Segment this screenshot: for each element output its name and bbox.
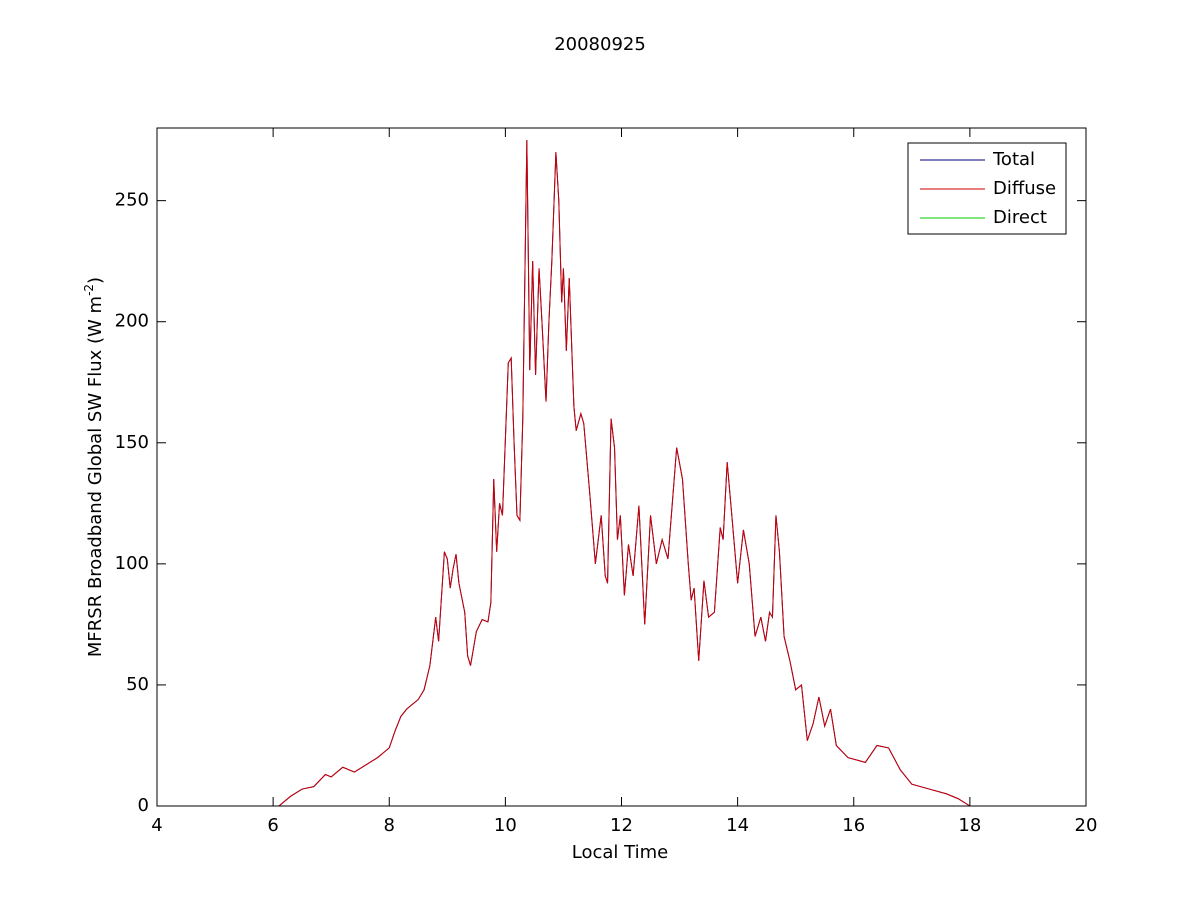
x-tick-label: 18	[958, 815, 981, 836]
x-tick-label: 8	[384, 815, 395, 836]
y-axis-label-text: MFRSR Broadband Global SW Flux (W m	[85, 296, 106, 657]
x-tick-label: 6	[267, 815, 278, 836]
y-tick-label: 250	[115, 190, 149, 211]
y-tick-label: 150	[115, 432, 149, 453]
y-axis-label-superscript: -2	[82, 284, 96, 296]
y-tick-label: 100	[115, 553, 149, 574]
x-tick-label: 10	[494, 815, 517, 836]
x-tick-label: 20	[1075, 815, 1098, 836]
x-tick-label: 14	[726, 815, 749, 836]
chart-title: 20080925	[554, 34, 646, 55]
x-tick-label: 12	[610, 815, 633, 836]
y-tick-label: 50	[126, 674, 149, 695]
series-line	[278, 140, 971, 807]
y-axis-label-suffix: )	[85, 277, 106, 284]
legend-label: Total	[992, 149, 1035, 170]
y-tick-label: 200	[115, 311, 149, 332]
y-axis-label: MFRSR Broadband Global SW Flux (W m-2)	[82, 277, 107, 657]
x-tick-label: 4	[151, 815, 162, 836]
plot-frame	[156, 127, 1087, 807]
legend-label: Direct	[993, 207, 1047, 228]
y-tick-label: 0	[138, 795, 149, 816]
x-axis-label: Local Time	[572, 842, 668, 863]
x-tick-label: 16	[842, 815, 865, 836]
legend-label: Diffuse	[993, 178, 1056, 199]
